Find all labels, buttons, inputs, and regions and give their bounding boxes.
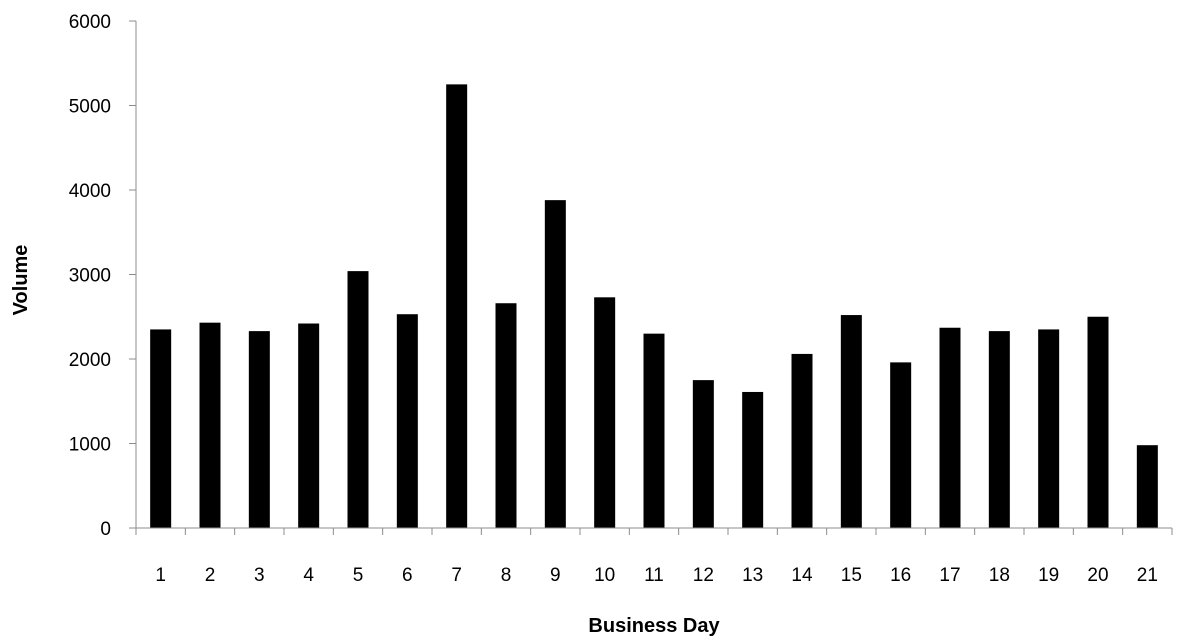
x-axis-title: Business Day	[588, 615, 720, 637]
x-tick-label: 1	[155, 565, 166, 586]
x-tick-label: 18	[989, 565, 1010, 586]
bar-day-17	[939, 327, 961, 528]
x-tick-label: 10	[594, 565, 615, 586]
y-axis-title: Volume	[10, 245, 32, 316]
bar-day-10	[594, 297, 616, 528]
y-tick-label: 5000	[69, 97, 111, 118]
bar-day-6	[396, 314, 418, 528]
bar-day-13	[742, 391, 764, 528]
x-tick-label: 7	[451, 565, 462, 586]
x-tick-label: 12	[693, 565, 714, 586]
x-tick-label: 15	[841, 565, 862, 586]
x-tick-label: 6	[402, 565, 413, 586]
bar-day-15	[840, 315, 862, 528]
y-tick-label: 0	[100, 519, 111, 540]
x-tick-label: 19	[1038, 565, 1059, 586]
bar-day-21	[1136, 445, 1158, 528]
x-tick-label: 4	[303, 565, 314, 586]
x-tick-label: 3	[254, 565, 265, 586]
bar-day-12	[692, 380, 714, 528]
x-tick-label: 13	[742, 565, 763, 586]
x-tick-label: 8	[501, 565, 512, 586]
bar-day-5	[347, 271, 369, 528]
x-tick-label: 11	[644, 565, 664, 586]
bar-day-14	[791, 353, 813, 528]
x-tick-label: 5	[353, 565, 364, 586]
x-tick-label: 14	[791, 565, 813, 586]
y-tick-label: 4000	[69, 181, 111, 202]
bar-day-3	[248, 331, 270, 528]
x-tick-label: 21	[1137, 565, 1158, 586]
bar-day-16	[890, 362, 912, 528]
y-tick-label: 3000	[69, 266, 111, 287]
bar-day-9	[544, 200, 566, 528]
bar-series	[150, 84, 1158, 528]
x-tick-label: 9	[550, 565, 561, 586]
y-tick-label: 2000	[69, 350, 111, 371]
bar-day-18	[988, 331, 1010, 528]
bar-day-11	[643, 333, 665, 528]
bar-day-7	[446, 84, 468, 528]
bar-day-2	[199, 322, 221, 528]
bar-day-4	[298, 323, 320, 528]
x-tick-label: 16	[890, 565, 911, 586]
y-tick-label: 6000	[69, 12, 111, 33]
x-axis-ticks: 1 2 3 4 5 6 7 8 9 10 11 12 13 14 15 16 17 18 19 20 21	[135, 528, 1173, 586]
x-tick-label: 17	[939, 565, 960, 586]
x-tick-label: 2	[205, 565, 216, 586]
y-axis-ticks: 0 1000 2000 3000 4000 5000 6000	[69, 12, 136, 540]
bar-day-1	[150, 329, 172, 528]
bar-day-8	[495, 303, 517, 528]
bar-day-20	[1087, 316, 1109, 528]
bar-day-19	[1038, 329, 1060, 528]
y-tick-label: 1000	[69, 435, 111, 456]
x-tick-label: 20	[1087, 565, 1108, 586]
